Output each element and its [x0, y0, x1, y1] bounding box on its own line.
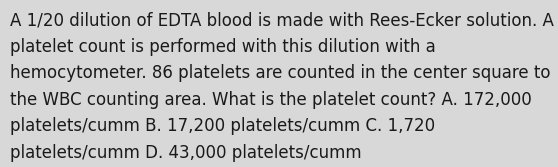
Text: platelet count is performed with this dilution with a: platelet count is performed with this di…: [10, 38, 436, 56]
Text: A 1/20 dilution of EDTA blood is made with Rees-Ecker solution. A: A 1/20 dilution of EDTA blood is made wi…: [10, 12, 554, 30]
Text: hemocytometer. 86 platelets are counted in the center square to: hemocytometer. 86 platelets are counted …: [10, 64, 551, 82]
Text: platelets/cumm B. 17,200 platelets/cumm C. 1,720: platelets/cumm B. 17,200 platelets/cumm …: [10, 117, 435, 135]
Text: platelets/cumm D. 43,000 platelets/cumm: platelets/cumm D. 43,000 platelets/cumm: [10, 144, 362, 162]
Text: the WBC counting area. What is the platelet count? A. 172,000: the WBC counting area. What is the plate…: [10, 91, 532, 109]
